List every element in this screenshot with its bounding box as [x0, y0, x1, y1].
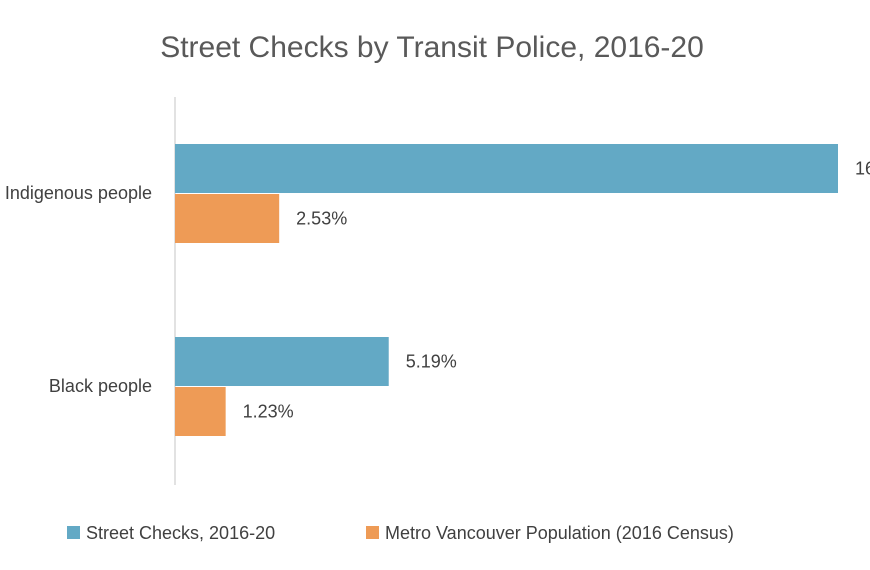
- legend: Street Checks, 2016-20 Metro Vancouver Po…: [67, 523, 734, 543]
- category-labels: Indigenous people Black people: [5, 183, 152, 396]
- data-label: 5.19%: [406, 352, 457, 372]
- data-label: 1.23%: [243, 402, 294, 422]
- legend-swatch: [67, 526, 80, 539]
- legend-label: Street Checks, 2016-20: [86, 523, 275, 543]
- bar: [175, 194, 280, 243]
- bar: [175, 337, 389, 386]
- category-label: Black people: [49, 376, 152, 396]
- category-label: Indigenous people: [5, 183, 152, 203]
- legend-swatch: [366, 526, 379, 539]
- data-label: 2.53%: [296, 209, 347, 229]
- bar-group: 16.1 2.53% 5.19% 1.23%: [175, 144, 870, 436]
- chart-title: Street Checks by Transit Police, 2016-20: [160, 31, 704, 64]
- legend-label: Metro Vancouver Population (2016 Census): [385, 523, 734, 543]
- bar: [175, 387, 226, 436]
- data-label: 16.1: [855, 159, 870, 179]
- bar: [175, 144, 838, 193]
